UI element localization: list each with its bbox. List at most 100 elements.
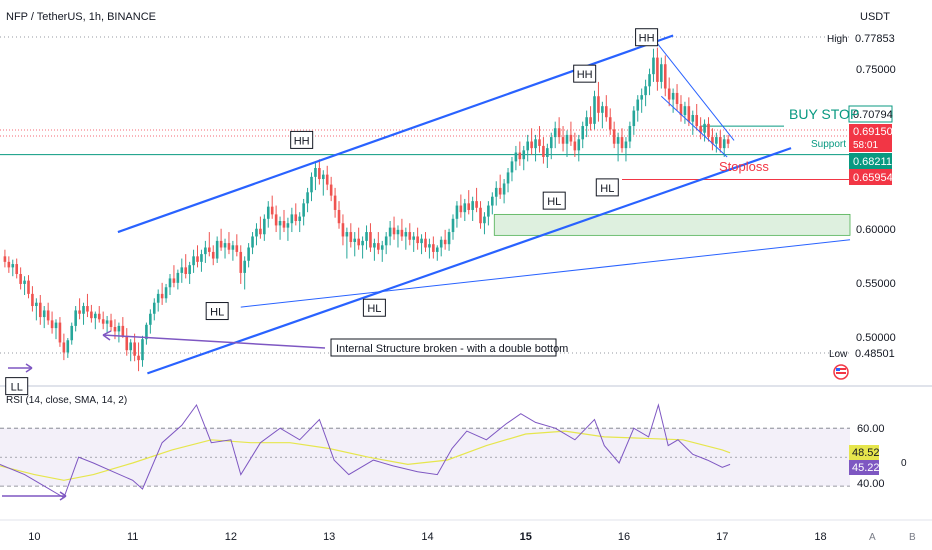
structure-label-box xyxy=(542,191,566,210)
candle-body xyxy=(274,214,278,226)
candle-body xyxy=(518,152,522,160)
candle-body xyxy=(7,261,11,268)
candle-body xyxy=(648,74,651,87)
buy-stop-price: 0.70794 xyxy=(853,109,893,121)
candle-body xyxy=(290,214,294,224)
candle-body xyxy=(377,243,380,250)
auto-scale-button[interactable]: A xyxy=(869,532,876,543)
candle-body xyxy=(538,139,541,146)
candle-body xyxy=(235,245,239,252)
note-text: Internal Structure broken - with a doubl… xyxy=(336,343,568,355)
candle-body xyxy=(129,342,132,351)
candle-body xyxy=(168,278,172,288)
candle-body xyxy=(86,306,89,312)
candle-body xyxy=(439,239,443,248)
buy-stop-badge xyxy=(848,105,893,123)
candle-body xyxy=(388,227,392,237)
log-scale-button[interactable]: B xyxy=(909,532,916,543)
candle-body xyxy=(718,137,722,149)
candle-body xyxy=(632,110,636,127)
candle-body xyxy=(82,306,85,314)
support-text: Support xyxy=(811,139,846,150)
candle-body xyxy=(451,218,455,233)
candle-body xyxy=(19,274,22,284)
candle-body xyxy=(231,245,235,250)
rsi-line xyxy=(0,403,731,499)
candle-body xyxy=(432,244,435,252)
currency-label: USDT xyxy=(860,11,890,23)
candle-body xyxy=(101,319,105,324)
candle-body xyxy=(184,267,188,275)
candle-body xyxy=(593,96,596,124)
candle-body xyxy=(70,325,74,341)
candle-body xyxy=(156,293,160,303)
candle-body xyxy=(54,322,58,329)
candle-body xyxy=(483,216,486,224)
candle-body xyxy=(200,254,203,262)
candle-body xyxy=(149,313,152,325)
candle-body xyxy=(318,168,321,180)
candle-body xyxy=(125,335,129,351)
candle-body xyxy=(624,141,628,149)
price-tick-label: 0.60000 xyxy=(856,224,896,236)
candle-body xyxy=(491,196,494,206)
candle-body xyxy=(636,99,640,111)
candle-body xyxy=(691,115,695,122)
candle-body xyxy=(302,203,305,217)
candle-body xyxy=(628,126,632,142)
flag-icon[interactable] xyxy=(833,364,849,380)
wedge-upper-trendline xyxy=(655,40,735,141)
stoploss-badge xyxy=(849,169,892,185)
candle-body xyxy=(259,228,262,235)
note-box xyxy=(330,338,557,357)
candle-body xyxy=(310,176,313,193)
candle-body xyxy=(699,126,702,133)
candle-body xyxy=(475,201,478,208)
support-price: 0.68211 xyxy=(853,156,892,168)
candle-body xyxy=(345,232,349,237)
candle-body xyxy=(408,232,412,240)
candle-body xyxy=(608,117,612,130)
candle-body xyxy=(176,272,180,283)
candle-body xyxy=(652,57,655,75)
candle-body xyxy=(463,203,467,213)
price-tick-label: 0.55000 xyxy=(856,278,896,290)
symbol-title: NFP / TetherUS, 1h, BINANCE xyxy=(6,11,156,23)
structure-label: HL xyxy=(367,303,381,315)
rsi-title: RSI (14, close, SMA, 14, 2) xyxy=(6,395,127,406)
candle-body xyxy=(329,184,333,196)
candle-body xyxy=(341,223,345,237)
time-tick-label: 16 xyxy=(618,531,630,543)
structure-label: HL xyxy=(600,183,614,195)
stoploss-text: Stoploss xyxy=(719,159,769,174)
candle-body xyxy=(121,325,125,336)
candle-body xyxy=(644,86,647,96)
candle-body xyxy=(35,302,38,307)
candle-body xyxy=(695,115,699,127)
candle-body xyxy=(428,244,431,248)
candle-body xyxy=(349,232,353,242)
candle-body xyxy=(506,172,510,184)
channel-bottom-trendline xyxy=(147,147,792,375)
time-tick-label: 14 xyxy=(421,531,433,543)
candle-body xyxy=(542,145,545,157)
candle-body xyxy=(687,106,691,122)
structure-label-box xyxy=(362,298,386,317)
candle-body xyxy=(325,174,329,185)
candle-body xyxy=(715,137,718,144)
candle-body xyxy=(679,103,683,116)
candle-body xyxy=(3,256,7,262)
candle-body xyxy=(675,92,679,104)
candle-body xyxy=(514,152,518,162)
candle-body xyxy=(671,92,675,100)
candle-body xyxy=(314,168,317,177)
candle-body xyxy=(31,293,34,307)
candle-body xyxy=(208,247,211,252)
hl-connector-trendline xyxy=(240,239,851,308)
candle-body xyxy=(247,247,250,261)
candle-body xyxy=(435,247,439,252)
candle-body xyxy=(707,123,710,138)
structure-label: LL xyxy=(11,382,23,394)
candle-body xyxy=(534,139,537,149)
